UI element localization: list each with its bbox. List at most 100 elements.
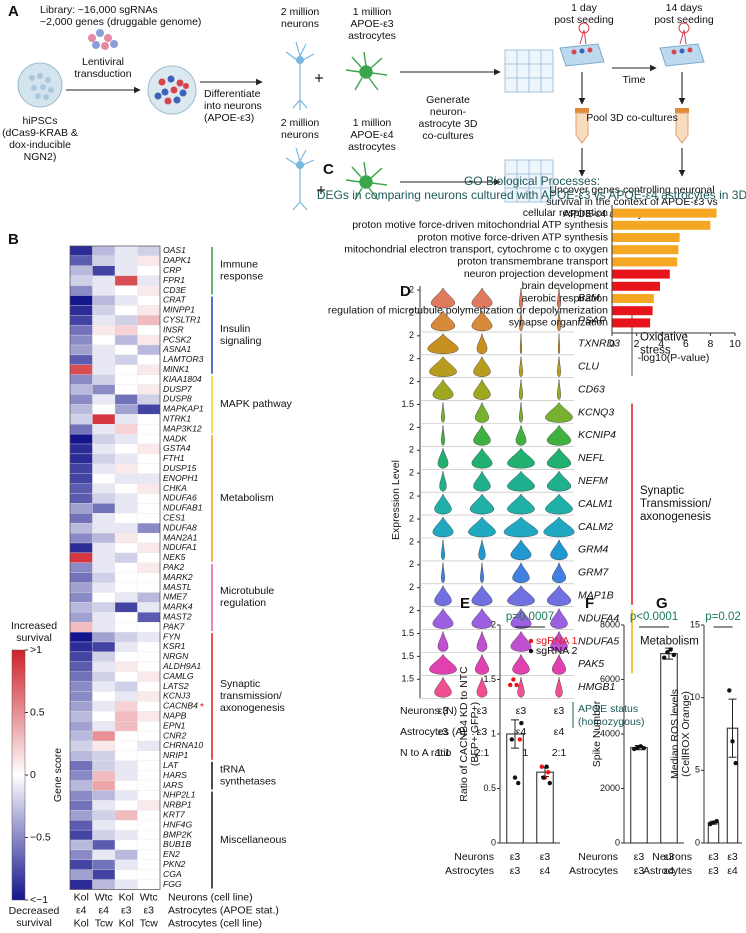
gene-label: CACNB4 <box>163 701 198 711</box>
gene-label: EN2 <box>163 849 180 859</box>
heatmap-cell <box>92 493 116 504</box>
violin <box>546 425 572 446</box>
chart-subtitle: DEGs in comparing neurons cultured with … <box>317 188 746 202</box>
data-point <box>516 780 521 786</box>
heatmap-cell <box>69 513 93 524</box>
bar <box>612 294 654 303</box>
heatmap-cell <box>92 612 116 623</box>
colorbar-top-label: Increased <box>11 620 57 632</box>
y-tick-label: 0 <box>695 837 700 847</box>
violin <box>507 447 535 469</box>
heatmap-cell <box>114 602 138 613</box>
x-tick-label: ε3 <box>510 851 521 863</box>
timepoint-label: post seeding <box>654 14 714 26</box>
violin <box>476 677 488 698</box>
generate-label: co-cultures <box>422 130 473 142</box>
violin <box>557 379 561 400</box>
heatmap-cell <box>69 869 93 880</box>
transduction-label: transduction <box>74 68 131 80</box>
heatmap-cell <box>92 631 116 643</box>
heatmap-cell <box>114 790 138 801</box>
gene-label: LAMTOR3 <box>163 354 204 364</box>
heatmap-cell <box>114 572 138 583</box>
gene-label: DUSP7 <box>163 384 193 394</box>
heatmap-cell <box>92 641 116 653</box>
violin <box>519 310 523 332</box>
gene-label: CGA <box>163 869 182 879</box>
heatmap-cell <box>137 661 161 672</box>
heatmap-cell <box>114 493 138 504</box>
astrocytes-label: APOE-ε3 <box>350 18 393 30</box>
timepoint-label: 1 day <box>571 2 597 14</box>
heatmap-cell <box>92 800 116 811</box>
gene-label: ASNA1 <box>162 344 191 354</box>
data-point <box>517 737 522 742</box>
violin <box>519 356 523 377</box>
heatmap-cell <box>137 433 161 445</box>
gene-label: KCNIP4 <box>578 429 616 441</box>
heatmap-cell <box>137 572 161 583</box>
gene-label: MASTL <box>163 582 192 592</box>
violin <box>543 516 575 538</box>
gene-label: MINPP1 <box>163 305 195 315</box>
y-tick-label: 2 <box>491 619 496 629</box>
heatmap-cell <box>114 829 138 841</box>
panel-letter: G <box>656 595 668 612</box>
gene-label: B2M <box>578 292 600 304</box>
y-tick-label: 5 <box>695 765 700 775</box>
heatmap-cell <box>92 513 116 524</box>
gene-label: MARK4 <box>163 602 193 612</box>
heatmap-cell <box>92 849 116 860</box>
column-label: ε3 <box>143 904 154 916</box>
violin <box>432 379 454 400</box>
group-label: transmission/ <box>220 690 282 702</box>
heatmap-cell <box>92 770 116 781</box>
x-tick-label: ε4 <box>664 865 675 877</box>
gene-label: CRAT <box>163 295 187 305</box>
error-bar <box>728 698 737 758</box>
heatmap-cell <box>92 285 116 296</box>
gene-label: CRP <box>163 265 181 275</box>
gene-label: NDUFA8 <box>163 522 197 532</box>
gene-label: CAMLG <box>163 671 194 681</box>
heatmap-cell <box>92 275 116 286</box>
heatmap-cell <box>137 364 161 375</box>
ipsc-dish <box>17 62 63 108</box>
heatmap-cell <box>137 701 161 712</box>
heatmap-cell <box>92 394 116 405</box>
p-value: p<0.0001 <box>630 611 678 623</box>
gene-star: * <box>200 701 204 713</box>
violin <box>432 516 454 538</box>
y-tick-label: 1 <box>491 728 496 738</box>
group-label: Metabolism <box>640 636 699 648</box>
heatmap-cell <box>137 305 161 316</box>
panel-letter: C <box>323 161 334 178</box>
heatmap-cell <box>137 790 161 801</box>
heatmap-cell <box>114 721 138 732</box>
heatmap-cell <box>137 711 161 722</box>
culture-plate <box>504 49 554 203</box>
gene-label: MAP3K12 <box>163 423 202 433</box>
violin <box>476 631 488 652</box>
heatmap-cell <box>137 245 161 257</box>
heatmap-cell <box>69 384 93 395</box>
column-label: Kol <box>74 917 89 929</box>
data-point <box>508 682 513 688</box>
transduction-label: Lentiviral <box>82 56 124 68</box>
heatmap-cell <box>92 869 116 880</box>
heatmap-cell <box>92 839 116 851</box>
heatmap-cell <box>92 483 116 494</box>
row-label: Neurons <box>454 851 494 863</box>
group-label: Immune <box>220 259 258 271</box>
group-label: Microtubule <box>220 585 274 597</box>
well-plate <box>559 22 705 67</box>
y-tick-label: 2 <box>409 582 414 592</box>
heatmap-cell <box>92 404 116 415</box>
heatmap-cell <box>69 661 93 672</box>
heatmap-cell <box>114 631 138 643</box>
condition-value: ε3 <box>477 705 488 717</box>
condition-label: Astrocytes (A) <box>400 726 466 738</box>
heatmap-cell <box>92 374 116 385</box>
violin <box>480 562 484 584</box>
heatmap-cell <box>69 800 93 811</box>
